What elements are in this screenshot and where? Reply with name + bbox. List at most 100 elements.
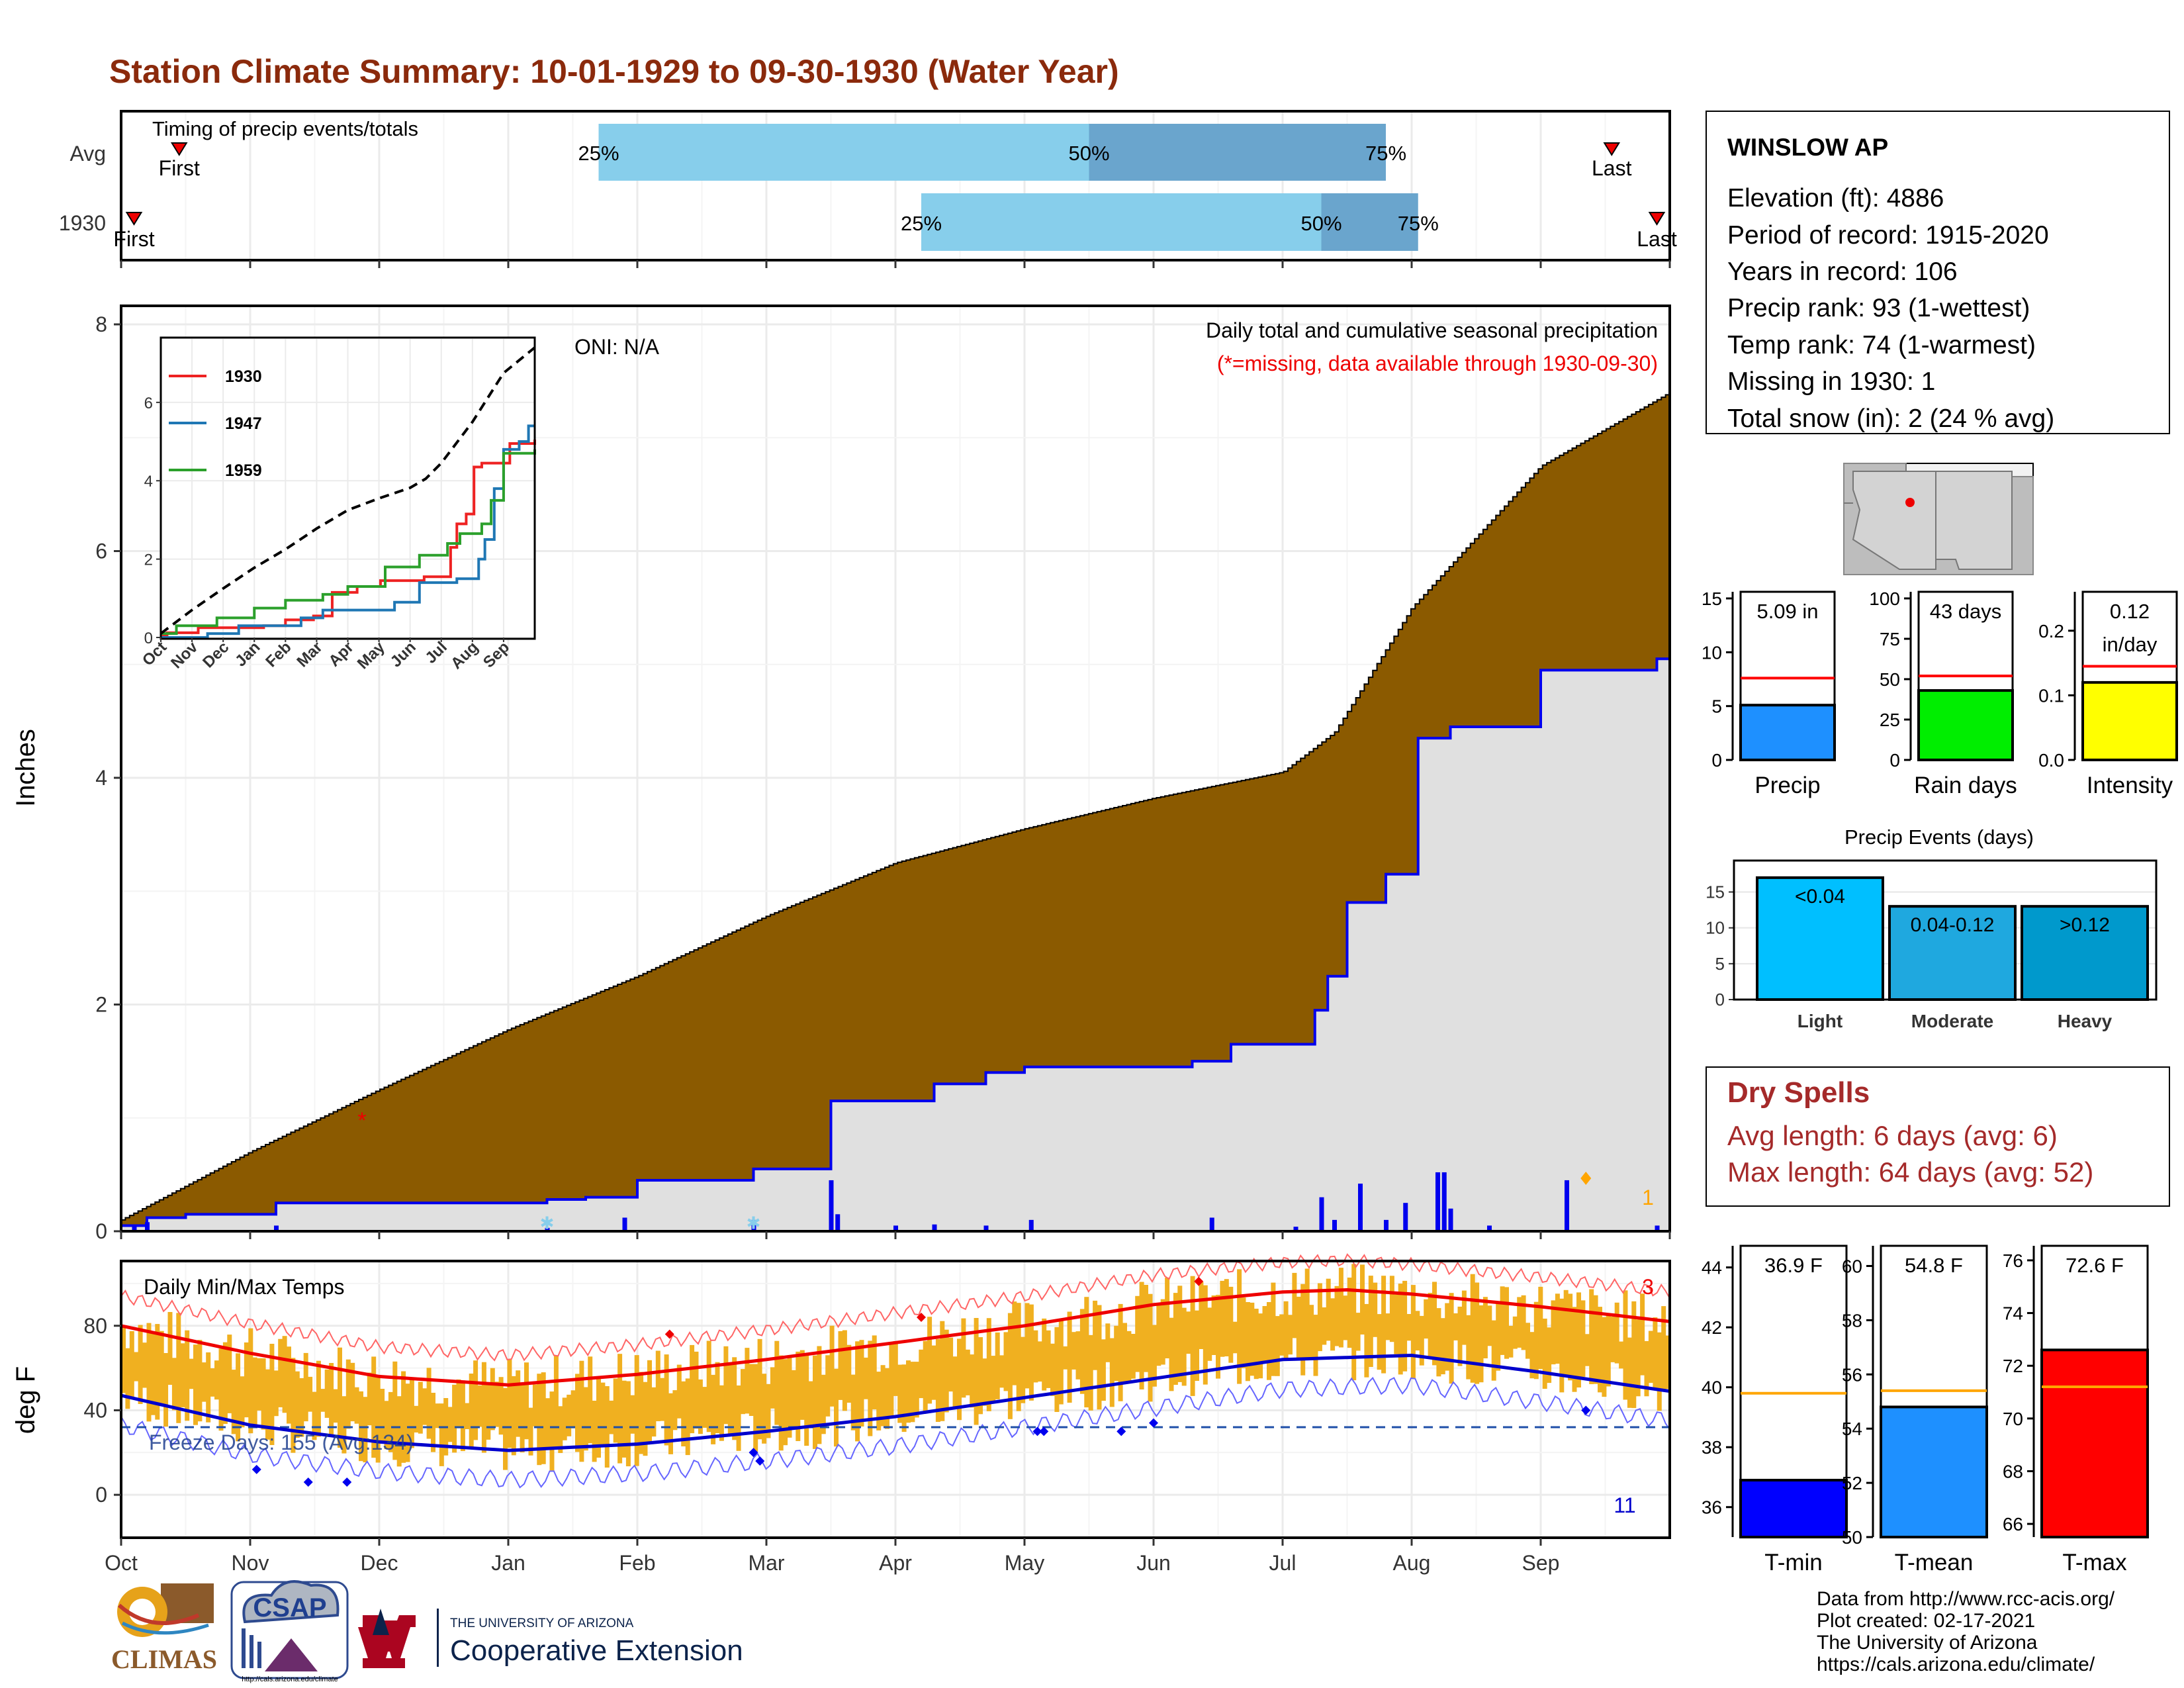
daily-temp-bar: [1130, 1334, 1136, 1379]
daily-temp-bar: [1453, 1313, 1458, 1340]
month-label: Jun: [1136, 1551, 1171, 1575]
timing-last-marker-label: Last: [1592, 156, 1632, 180]
daily-temp-bar: [901, 1364, 907, 1432]
daily-temp-bar: [1508, 1325, 1514, 1358]
month-label: Feb: [619, 1551, 655, 1575]
daily-precip-bar: [274, 1225, 279, 1231]
daily-temp-bar: [774, 1340, 780, 1425]
daily-temp-bar: [231, 1370, 236, 1434]
summary-ytick-label: 10: [1702, 642, 1722, 663]
daily-temp-bar: [1529, 1332, 1535, 1379]
daily-temp-bar: [481, 1362, 486, 1453]
daily-temp-bar: [380, 1389, 385, 1443]
daily-temp-bar: [617, 1354, 623, 1464]
summary-bar: [1739, 704, 1836, 761]
daily-temp-bar: [1232, 1321, 1238, 1354]
location-map: [1843, 463, 2034, 575]
record-low-count: 11: [1614, 1493, 1635, 1517]
daily-precip-bar: [1384, 1219, 1388, 1231]
daily-temp-bar: [965, 1349, 970, 1395]
summary-ytick-label: 75: [1880, 629, 1900, 649]
daily-temp-bar: [880, 1365, 886, 1427]
daily-temp-bar: [269, 1344, 275, 1445]
events-bar-label: >0.12: [2060, 914, 2110, 936]
record-precip-marker: [1580, 1172, 1592, 1185]
daily-temp-bar: [210, 1368, 215, 1397]
events-category-label: Light: [1797, 1011, 1843, 1031]
daily-temp-bar: [1237, 1269, 1242, 1384]
daily-temp-bar: [1211, 1295, 1216, 1355]
daily-temp-bar: [146, 1323, 152, 1422]
daily-precip-bar: [145, 1222, 150, 1231]
daily-temp-bar: [1253, 1309, 1259, 1380]
temp-ytick-label: 80: [83, 1314, 107, 1338]
daily-temp-bar: [138, 1325, 143, 1404]
daily-temp-bar: [1279, 1314, 1285, 1356]
daily-temp-bar: [248, 1328, 253, 1434]
station-box: WINSLOW AP Elevation (ft): 4886 Period o…: [1706, 111, 2170, 434]
month-label: Sep: [1522, 1551, 1560, 1575]
daily-temp-bar: [1461, 1290, 1467, 1345]
daily-precip-bar: [751, 1219, 756, 1231]
summary-ytick-label: 15: [1702, 588, 1722, 609]
dry-spells-max: Max length: 64 days (avg: 52): [1727, 1156, 2093, 1188]
daily-temp-bar: [1406, 1314, 1412, 1341]
daily-temp-bar: [252, 1357, 257, 1426]
daily-temp-bar: [1631, 1301, 1637, 1409]
daily-temp-bar: [1555, 1293, 1560, 1364]
daily-temp-bar: [1046, 1330, 1051, 1388]
daily-precip-bar: [893, 1225, 898, 1231]
inset-month-label: Jul: [422, 638, 451, 667]
station-years: Years in record: 106: [1727, 258, 1958, 286]
timing-first-marker: [170, 142, 188, 156]
daily-temp-bar: [401, 1371, 406, 1463]
inset-series-1947: [161, 424, 535, 639]
daily-temp-bar: [1619, 1341, 1624, 1369]
summary-ytick-label: 60: [1842, 1256, 1862, 1276]
daily-temp-bar: [1351, 1264, 1357, 1381]
summary-value-label: 54.8 F: [1905, 1254, 1963, 1277]
daily-temp-bar: [134, 1352, 139, 1382]
daily-temp-bar: [473, 1360, 478, 1440]
daily-temp-bar: [1470, 1274, 1475, 1383]
daily-temp-bar: [668, 1393, 673, 1454]
daily-temp-bar: [1602, 1317, 1607, 1397]
csap-logo-url: http://cals.arizona.edu/climate: [242, 1675, 338, 1683]
daily-temp-bar: [1410, 1285, 1416, 1379]
daily-temp-bar: [316, 1360, 321, 1437]
daily-temp-bar: [986, 1318, 991, 1411]
daily-temp-bar: [1326, 1278, 1331, 1341]
daily-precip-bar: [1487, 1225, 1492, 1231]
daily-temp-bar: [1665, 1335, 1670, 1389]
inset-ytick-label: 4: [144, 473, 153, 491]
daily-temp-bar: [727, 1362, 733, 1434]
summary-ytick-label: 38: [1702, 1437, 1722, 1458]
daily-temp-bar: [1016, 1303, 1021, 1411]
csap-logo-text: CSAP: [253, 1593, 326, 1622]
timing-pct-label: 75%: [1398, 212, 1439, 235]
daily-precip-bar: [1358, 1184, 1363, 1231]
ua-cooperative-extension: Cooperative Extension: [450, 1634, 743, 1667]
precip-ytick-label: 8: [95, 312, 107, 336]
daily-temp-bar: [532, 1384, 537, 1427]
daily-temp-bar: [1288, 1315, 1293, 1355]
daily-temp-bar: [1377, 1314, 1382, 1370]
daily-temp-bar: [1097, 1305, 1102, 1410]
daily-temp-bar: [651, 1387, 657, 1437]
daily-temp-bar: [1551, 1300, 1556, 1365]
daily-temp-bar: [171, 1358, 177, 1411]
daily-temp-bar: [923, 1340, 928, 1412]
daily-temp-bar: [1512, 1316, 1518, 1349]
daily-temp-bar: [863, 1357, 868, 1399]
summary-ytick-label: 58: [1842, 1310, 1862, 1331]
daily-temp-bar: [685, 1378, 690, 1456]
summary-bar: [1880, 1405, 1988, 1538]
daily-temp-bar: [1126, 1331, 1132, 1383]
summary-ytick-label: 0.0: [2038, 750, 2064, 771]
station-period: Period of record: 1915-2020: [1727, 221, 2049, 250]
daily-temp-bar: [1322, 1307, 1327, 1345]
daily-temp-bar: [1105, 1323, 1111, 1362]
summary-ytick-label: 68: [2003, 1461, 2023, 1481]
daily-temp-bar: [588, 1356, 593, 1444]
